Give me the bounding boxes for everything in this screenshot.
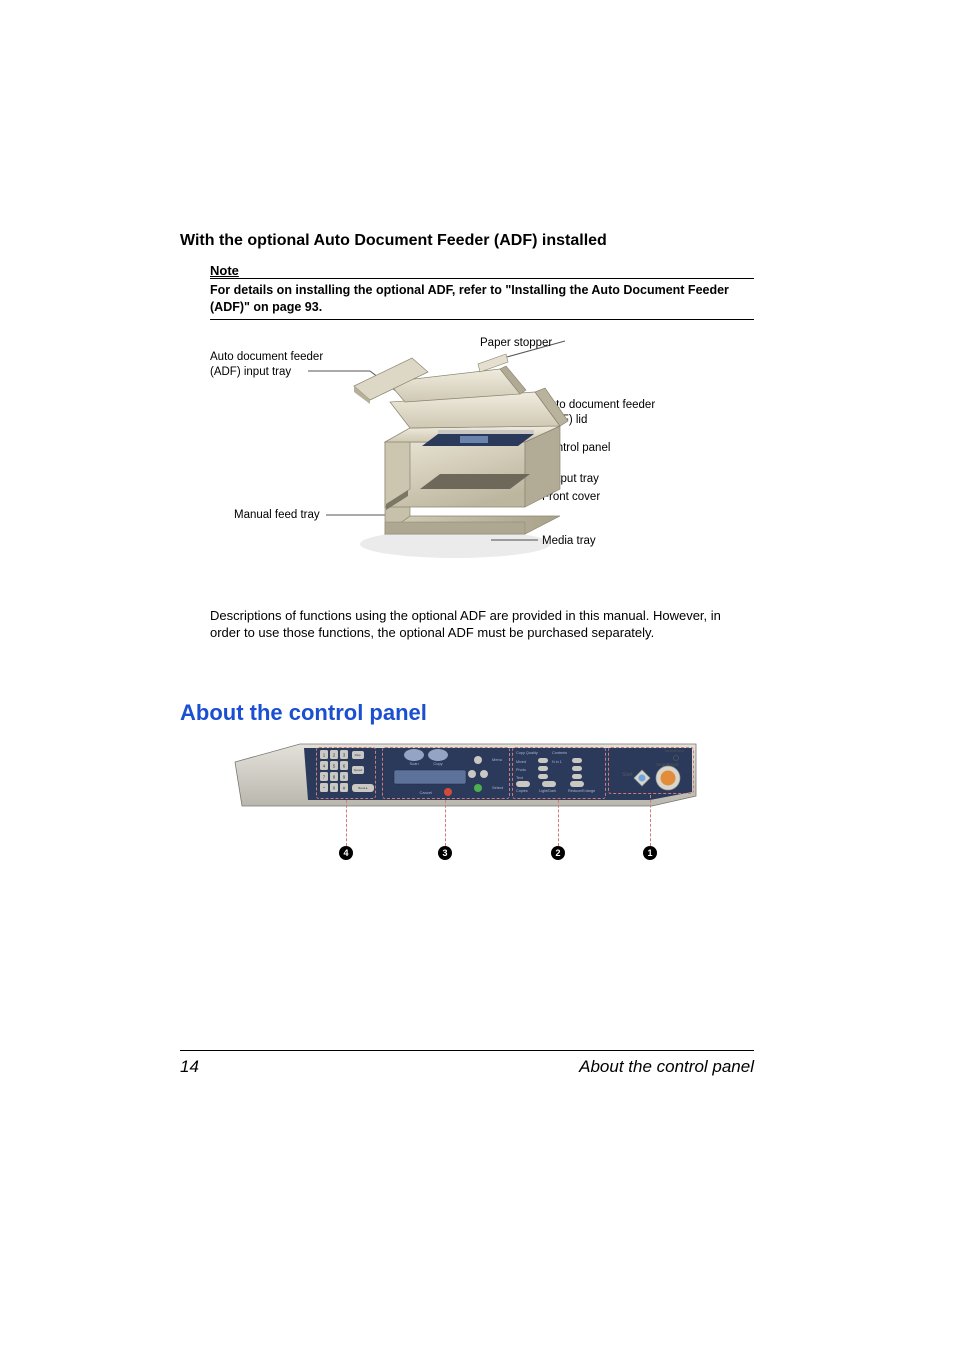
callout-2: 2: [551, 846, 565, 860]
control-panel-diagram: 123 456 789 *0# Disp. Speed Book ▸: [230, 734, 754, 874]
callout-1: 1: [643, 846, 657, 860]
body-paragraph: Descriptions of functions using the opti…: [180, 607, 754, 642]
note-block: Note For details on installing the optio…: [180, 262, 754, 320]
note-body: For details on installing the optional A…: [210, 279, 754, 320]
section-title: With the optional Auto Document Feeder (…: [180, 232, 754, 250]
page-number: 14: [180, 1051, 199, 1077]
page-footer: 14 About the control panel: [180, 1050, 754, 1077]
printer-diagram: Auto document feeder (ADF) input tray: [180, 328, 754, 593]
printer-illustration: [330, 344, 580, 564]
note-title: Note: [210, 263, 239, 280]
callout-4: 4: [339, 846, 353, 860]
heading-about-control-panel: About the control panel: [180, 700, 754, 726]
running-title: About the control panel: [579, 1051, 754, 1077]
label-manual-feed-tray: Manual feed tray: [234, 508, 320, 523]
callout-3: 3: [438, 846, 452, 860]
